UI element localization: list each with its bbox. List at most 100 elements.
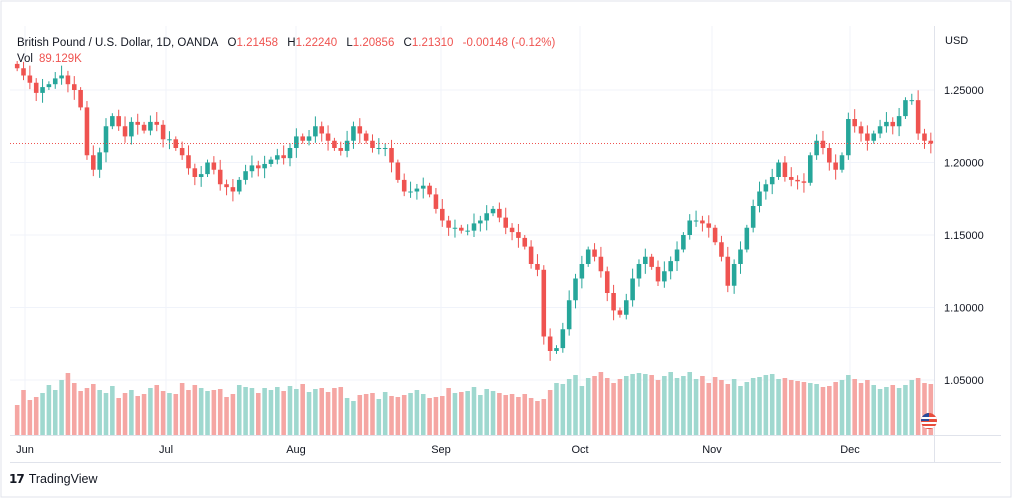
- candle-body: [471, 223, 477, 231]
- candle-body: [788, 177, 794, 180]
- candle-body: [503, 217, 509, 228]
- candle-body: [528, 246, 534, 264]
- volume-bar: [376, 399, 382, 435]
- legend-vol-row: Vol 89.129K: [17, 51, 555, 67]
- candle-body: [750, 206, 756, 228]
- volume-bar: [820, 387, 826, 435]
- volume-bar: [236, 385, 242, 435]
- candle-body: [725, 256, 731, 286]
- volume-bar: [459, 392, 464, 435]
- volume-bar: [782, 378, 788, 435]
- candle-body: [363, 133, 369, 141]
- high-value: 1.22240: [295, 37, 338, 49]
- candle-body: [287, 148, 293, 159]
- candle-body: [319, 126, 325, 134]
- volume-bar: [33, 397, 39, 435]
- volume-bar: [129, 390, 134, 435]
- candle-body: [27, 75, 33, 83]
- volume-bar: [573, 375, 578, 435]
- candle-body: [268, 159, 274, 164]
- vol-value: 89.129K: [39, 53, 82, 65]
- candle-body: [795, 179, 800, 182]
- volume-bar: [611, 383, 616, 435]
- volume-bar: [408, 393, 413, 435]
- x-tick-label: Dec: [840, 444, 860, 456]
- volume-bar: [281, 391, 286, 435]
- candle-body: [313, 126, 318, 137]
- volume-bar: [465, 391, 470, 435]
- vol-label[interactable]: Vol: [17, 53, 33, 65]
- candle-body: [78, 90, 83, 108]
- volume-bar: [224, 397, 229, 435]
- volume-bar: [332, 388, 337, 435]
- low-value: 1.20856: [352, 37, 395, 49]
- candle-body: [71, 84, 77, 90]
- candle-body: [820, 140, 826, 148]
- volume-bar: [833, 382, 838, 435]
- candle-body: [585, 249, 591, 264]
- candle-body: [357, 126, 363, 134]
- volume-bar: [801, 382, 807, 435]
- volume-bar: [630, 374, 635, 435]
- x-tick-label: Oct: [571, 444, 588, 456]
- candle-body: [643, 256, 648, 264]
- volume-bar: [65, 373, 71, 435]
- tradingview-logo-icon: 17: [9, 472, 25, 486]
- candle-body: [668, 261, 673, 272]
- volume-bar: [725, 384, 731, 435]
- y-tick-label: 1.05000: [944, 375, 984, 387]
- candle-body: [306, 136, 312, 141]
- candle-body: [839, 155, 845, 170]
- volume-bar: [478, 395, 483, 435]
- candle-body: [376, 148, 382, 149]
- volume-bar: [103, 393, 109, 435]
- candle-body: [738, 249, 743, 264]
- x-tick-label: Aug: [286, 444, 306, 456]
- volume-bar: [490, 391, 496, 435]
- volume-bar: [338, 387, 344, 435]
- volume-bar: [865, 380, 870, 435]
- legend-symbol[interactable]: British Pound / U.S. Dollar, 1D, OANDA: [17, 37, 219, 49]
- candle-body: [224, 184, 229, 188]
- tradingview-brand[interactable]: 17 TradingView: [9, 472, 98, 486]
- volume-bar: [262, 388, 267, 435]
- volume-bar: [275, 387, 280, 435]
- candle-body: [852, 119, 857, 127]
- candle-body: [865, 133, 870, 141]
- currency-label: USD: [945, 35, 969, 47]
- volume-bar: [217, 389, 223, 435]
- us-flag-icon: [921, 413, 937, 429]
- volume-bar: [167, 393, 172, 435]
- volume-bar: [497, 393, 502, 435]
- volume-bar: [909, 380, 915, 435]
- volume-bar: [179, 383, 185, 435]
- volume-bar: [141, 394, 147, 435]
- volume-bar: [903, 385, 908, 435]
- volume-bar: [84, 388, 90, 435]
- volume-bar: [484, 389, 489, 435]
- volume-bar: [71, 383, 77, 435]
- candle-body: [40, 87, 45, 93]
- candle-body: [217, 169, 223, 185]
- volume-bar: [325, 392, 331, 435]
- candle-body: [370, 140, 375, 148]
- volume-bar: [579, 386, 585, 435]
- volume-bars: [14, 372, 934, 435]
- volume-bar: [46, 385, 52, 435]
- volume-bar: [160, 391, 166, 435]
- candle-body: [687, 220, 693, 235]
- candle-body: [446, 220, 451, 228]
- high-label: H: [287, 37, 296, 49]
- y-tick-label: 1.10000: [944, 303, 984, 315]
- candle-body: [167, 139, 172, 141]
- candle-body: [719, 242, 724, 257]
- low-label: L: [346, 37, 353, 49]
- candle-body: [338, 148, 344, 151]
- candle-body: [389, 148, 394, 163]
- volume-bar: [700, 376, 705, 435]
- volume-bar: [192, 385, 198, 435]
- volume-bar: [541, 399, 547, 435]
- volume-bar: [198, 388, 204, 435]
- candle-body: [636, 264, 642, 279]
